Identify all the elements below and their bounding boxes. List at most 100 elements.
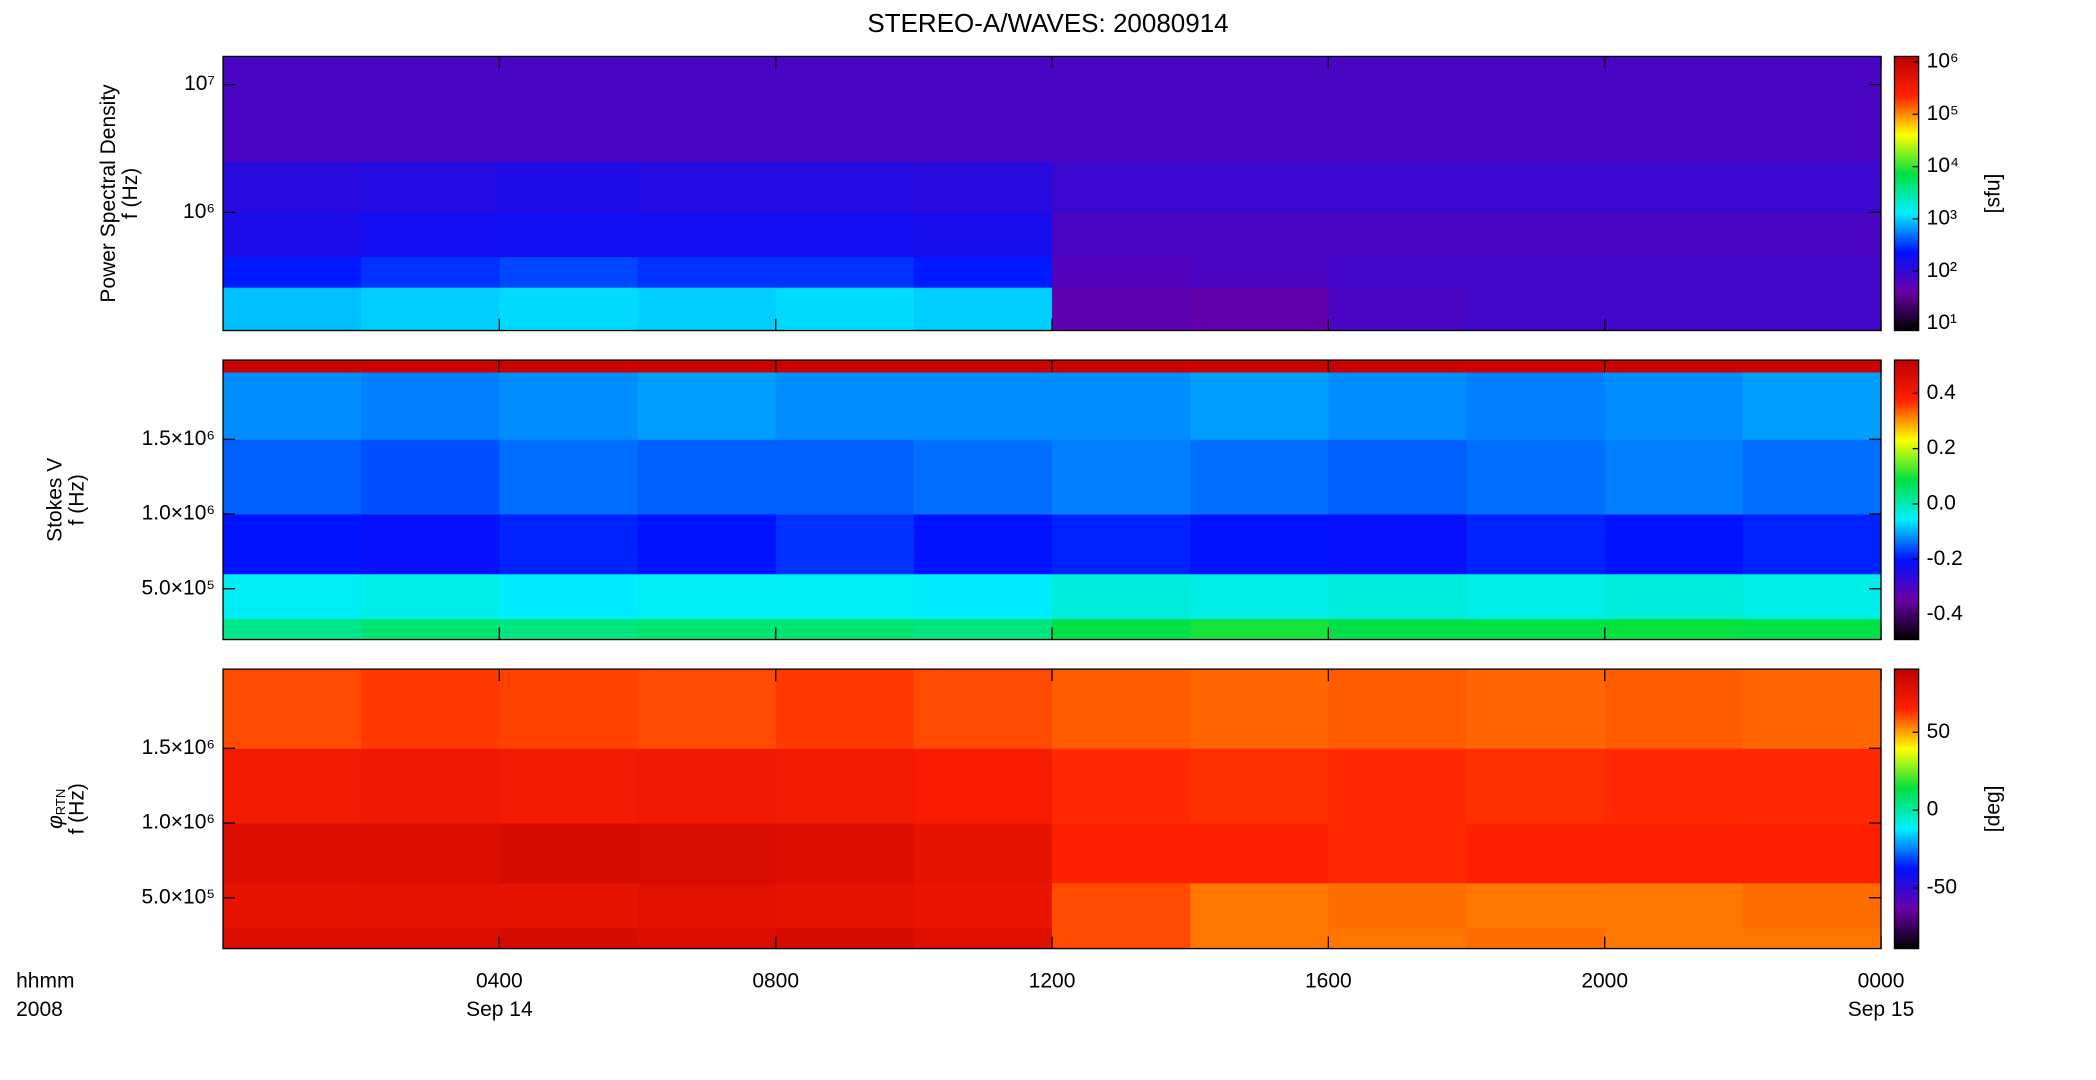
colorbar-label: [deg] bbox=[1981, 785, 2004, 832]
spectrogram-cell bbox=[1604, 573, 1744, 620]
colorbar-tick-label: 0.2 bbox=[1927, 436, 1956, 459]
y-tick-label: 1.5×10⁶ bbox=[142, 736, 215, 759]
colorbar-tick-label: 50 bbox=[1927, 720, 1950, 743]
spectrogram-cell bbox=[1604, 56, 1744, 163]
y-axis-label: f (Hz) bbox=[65, 474, 88, 525]
spectrogram-cell bbox=[1604, 618, 1744, 641]
spectrogram-cell bbox=[361, 618, 500, 641]
y-tick-label: 1.5×10⁶ bbox=[142, 427, 215, 450]
spectrogram-cell bbox=[775, 439, 915, 515]
spectrogram-cell bbox=[775, 360, 915, 373]
spectrogram-cell bbox=[637, 212, 777, 258]
spectrogram-cell bbox=[223, 927, 362, 950]
spectrogram-cell bbox=[1604, 439, 1744, 515]
spectrogram-cell bbox=[1328, 439, 1468, 515]
spectrogram-cell bbox=[1742, 212, 1882, 258]
spectrogram-cell bbox=[775, 514, 915, 575]
spectrogram-cell bbox=[223, 823, 362, 884]
spectrogram-cell bbox=[1466, 823, 1606, 884]
spectrogram-cell bbox=[1604, 514, 1744, 575]
spectrogram-cell bbox=[1052, 573, 1191, 620]
x-tick-label: 0000 bbox=[1858, 970, 1905, 993]
spectrogram-cell bbox=[499, 212, 639, 258]
y-tick-label: 10⁶ bbox=[183, 200, 215, 223]
spectrogram-cell bbox=[1742, 748, 1882, 824]
spectrogram-cell bbox=[637, 372, 777, 440]
colorbar bbox=[1893, 359, 1920, 641]
spectrogram-cell bbox=[1052, 618, 1191, 641]
spectrogram-cell bbox=[223, 256, 362, 288]
spectrogram-cell bbox=[1328, 161, 1468, 213]
spectrogram-cell bbox=[1328, 882, 1468, 929]
spectrogram-cell bbox=[913, 256, 1053, 288]
spectrogram-cell bbox=[775, 256, 915, 288]
spectrogram-cell bbox=[1604, 748, 1744, 824]
spectrogram-cell bbox=[223, 618, 362, 641]
spectrogram-cell bbox=[223, 372, 362, 440]
x-date-label: Sep 15 bbox=[1848, 998, 1915, 1021]
spectrogram-cell bbox=[775, 573, 915, 620]
spectrogram-cell bbox=[913, 669, 1053, 749]
x-tick-label: 1200 bbox=[1029, 970, 1076, 993]
x-axis-label: hhmm bbox=[16, 970, 74, 993]
spectrogram-cell bbox=[1466, 161, 1606, 213]
spectrogram-cell bbox=[775, 927, 915, 950]
spectrogram-cell bbox=[1190, 439, 1329, 515]
colorbar-tick-label: 10⁶ bbox=[1927, 49, 1959, 72]
spectrogram-cell bbox=[1190, 161, 1329, 213]
spectrogram-cell bbox=[1190, 56, 1329, 163]
colorbar-tick-label: -0.4 bbox=[1927, 602, 1964, 625]
spectrogram-cell bbox=[913, 161, 1053, 213]
spectrogram-cell bbox=[1190, 927, 1329, 950]
spectrogram-cell bbox=[637, 514, 777, 575]
spectrogram-cell bbox=[1466, 882, 1606, 929]
spectrogram-cell bbox=[1466, 514, 1606, 575]
spectrogram-cell bbox=[1466, 927, 1606, 950]
spectrogram-cell bbox=[913, 287, 1053, 332]
spectrogram-cell bbox=[1466, 748, 1606, 824]
spectrogram-cell bbox=[1328, 927, 1468, 950]
y-tick-label: 1.0×10⁶ bbox=[142, 811, 215, 834]
spectrogram-cell bbox=[637, 882, 777, 929]
spectrogram-cell bbox=[1052, 927, 1191, 950]
spectrogram-cell bbox=[499, 748, 639, 824]
spectrogram-cell bbox=[637, 360, 777, 373]
colorbar-tick-label: 10⁴ bbox=[1927, 154, 1959, 177]
spectrogram-cell bbox=[1190, 360, 1329, 373]
y-tick-label: 1.0×10⁶ bbox=[142, 502, 215, 525]
spectrogram-cell bbox=[361, 669, 500, 749]
spectrogram-cell bbox=[499, 669, 639, 749]
panel: 10⁶ 10⁷ Power Spectral Density f (Hz) 10¹ 10²… bbox=[97, 49, 2004, 334]
spectrogram-cell bbox=[361, 56, 500, 163]
spectrogram-cell bbox=[1052, 212, 1191, 258]
spectrogram-cell bbox=[1052, 882, 1191, 929]
x-tick-label: 0800 bbox=[752, 970, 799, 993]
x-tick-label: 1600 bbox=[1305, 970, 1352, 993]
spectrogram-cell bbox=[1052, 748, 1191, 824]
spectrogram-cell bbox=[223, 161, 362, 213]
spectrogram-cell bbox=[1604, 823, 1744, 884]
spectrogram-cell bbox=[637, 56, 777, 163]
y-axis-label: Stokes V bbox=[43, 458, 66, 542]
spectrogram-cell bbox=[1742, 161, 1882, 213]
spectrogram-cell bbox=[637, 618, 777, 641]
colorbar-tick-label: 10⁵ bbox=[1927, 102, 1959, 125]
spectrogram-cell bbox=[499, 287, 639, 332]
spectrogram-cell bbox=[1466, 287, 1606, 332]
spectrogram-cell bbox=[1328, 372, 1468, 440]
colorbar-tick-label: 10¹ bbox=[1927, 311, 1957, 334]
spectrogram-cell bbox=[223, 56, 362, 163]
y-tick-label: 5.0×10⁵ bbox=[142, 576, 216, 599]
spectrogram-cell bbox=[1190, 748, 1329, 824]
spectrogram-cell bbox=[1742, 514, 1882, 575]
spectrogram-cell bbox=[1328, 514, 1468, 575]
spectrogram-cell bbox=[1604, 927, 1744, 950]
spectrogram-cell bbox=[775, 748, 915, 824]
spectrogram-cell bbox=[1742, 56, 1882, 163]
spectrogram-cell bbox=[1742, 573, 1882, 620]
spectrogram-cell bbox=[361, 256, 500, 288]
spectrogram-cell bbox=[1604, 372, 1744, 440]
spectrogram-cell bbox=[1052, 256, 1191, 288]
spectrogram-cell bbox=[913, 372, 1053, 440]
